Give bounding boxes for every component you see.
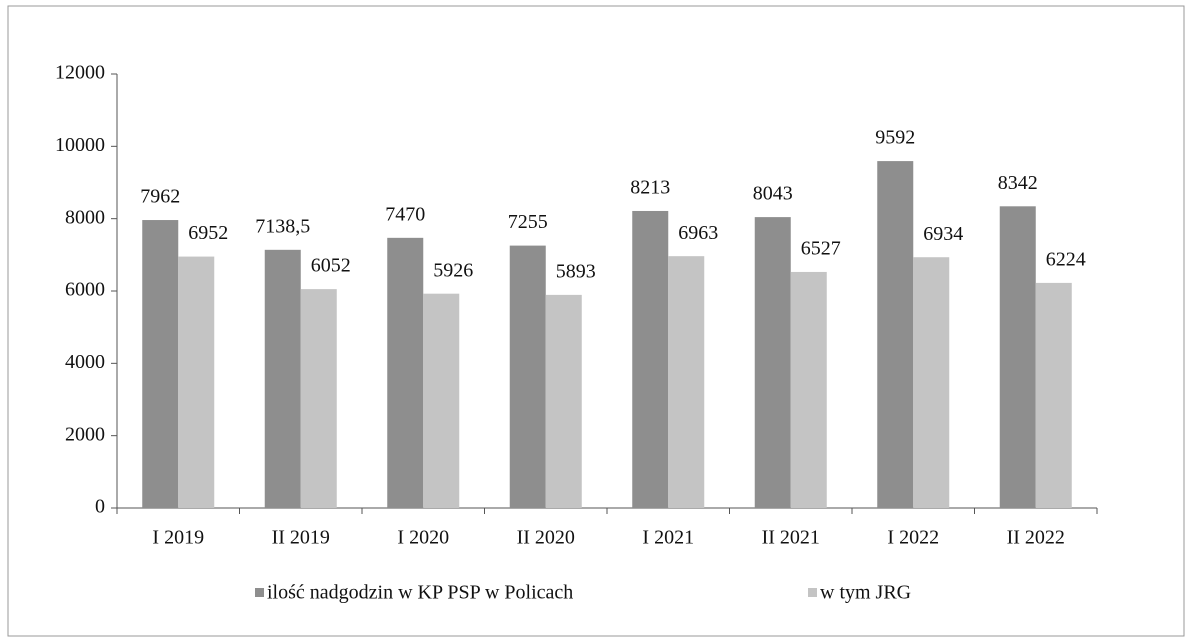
y-tick-label: 0	[95, 496, 105, 518]
bar	[632, 210, 669, 508]
value-label: 6963	[678, 222, 718, 244]
bar	[178, 256, 215, 508]
value-label: 9592	[875, 127, 915, 149]
bar	[1035, 282, 1072, 508]
y-tick-label: 8000	[65, 206, 105, 228]
bar	[509, 245, 546, 508]
x-tick-label: I 2022	[887, 527, 939, 549]
value-label: 6952	[188, 222, 228, 244]
x-tick-label: II 2020	[517, 527, 575, 549]
value-label: 6934	[923, 223, 963, 245]
value-label: 7255	[508, 211, 548, 233]
chart-border	[7, 5, 1185, 637]
x-tick-label: II 2022	[1007, 527, 1065, 549]
value-label: 7470	[385, 203, 425, 225]
bar	[790, 271, 827, 508]
bar	[423, 293, 460, 508]
x-tick-label: I 2020	[397, 527, 449, 549]
legend-swatch	[808, 588, 817, 597]
x-tick-label: II 2019	[272, 527, 330, 549]
bar	[387, 237, 424, 508]
legend-swatch	[255, 588, 264, 597]
bar	[877, 161, 914, 508]
y-tick-label: 12000	[55, 62, 105, 84]
value-label: 5893	[556, 260, 596, 282]
y-tick-label: 2000	[65, 423, 105, 445]
bar	[264, 249, 301, 508]
bar	[754, 217, 791, 508]
x-tick-label: II 2021	[762, 527, 820, 549]
value-label: 6527	[801, 238, 841, 260]
y-tick-label: 4000	[65, 351, 105, 373]
bar	[300, 289, 337, 508]
y-tick-label: 10000	[55, 134, 105, 156]
bar	[668, 256, 705, 508]
bar	[545, 294, 582, 508]
x-tick-label: I 2019	[152, 527, 204, 549]
value-label: 6052	[311, 255, 351, 277]
value-label: 7962	[140, 186, 180, 208]
value-label: 8213	[630, 177, 670, 199]
y-tick-label: 6000	[65, 279, 105, 301]
value-label: 7138,5	[255, 215, 310, 237]
x-tick-label: I 2021	[642, 527, 694, 549]
bar	[142, 220, 179, 508]
legend-label: ilość nadgodzin w KP PSP w Policach	[267, 582, 573, 604]
value-label: 8043	[753, 183, 793, 205]
value-label: 6224	[1046, 248, 1086, 270]
legend-label: w tym JRG	[820, 582, 911, 604]
bar	[999, 206, 1036, 508]
value-label: 8342	[998, 172, 1038, 194]
value-label: 5926	[433, 259, 473, 281]
bar	[913, 257, 950, 508]
